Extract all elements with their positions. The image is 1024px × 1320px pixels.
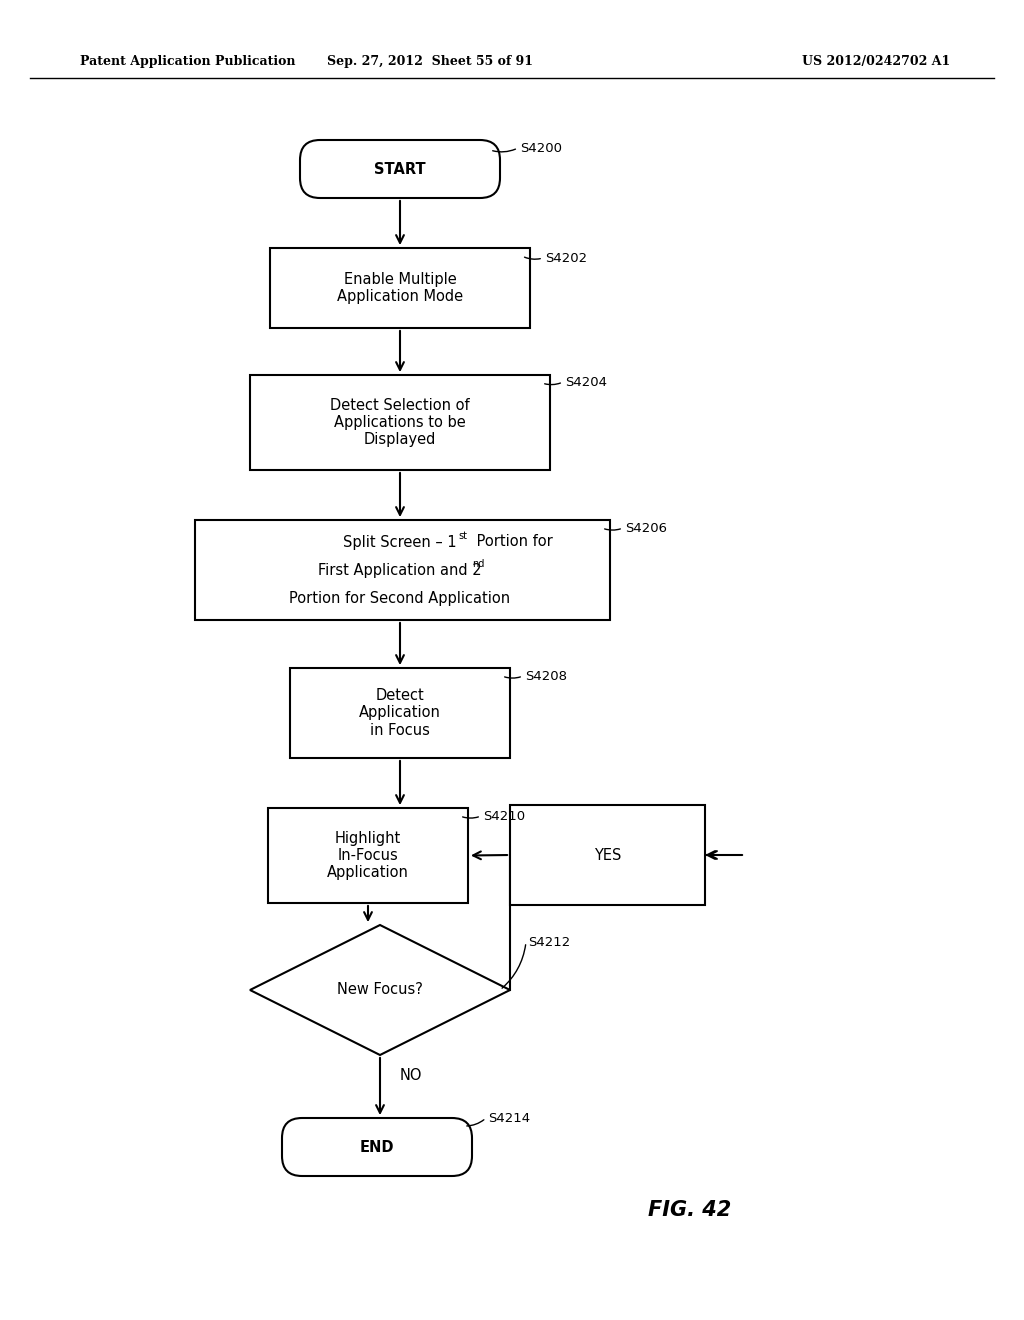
Text: Sep. 27, 2012  Sheet 55 of 91: Sep. 27, 2012 Sheet 55 of 91 — [327, 55, 534, 69]
Polygon shape — [250, 925, 510, 1055]
Bar — [290, 668, 510, 758]
Text: Detect Selection of
Applications to be
Displayed: Detect Selection of Applications to be D… — [330, 397, 470, 447]
Text: S4204: S4204 — [565, 375, 607, 388]
Text: Enable Multiple
Application Mode: Enable Multiple Application Mode — [337, 272, 463, 304]
FancyBboxPatch shape — [300, 140, 500, 198]
Bar — [250, 375, 550, 470]
Bar — [510, 805, 705, 906]
Text: nd: nd — [472, 558, 484, 569]
Text: First Application and 2: First Application and 2 — [318, 562, 482, 578]
Text: S4212: S4212 — [528, 936, 570, 949]
Text: Highlight
In-Focus
Application: Highlight In-Focus Application — [327, 830, 409, 880]
Text: st: st — [458, 531, 467, 541]
Text: Detect
Application
in Focus: Detect Application in Focus — [359, 688, 441, 738]
Bar — [268, 808, 468, 903]
Bar — [270, 248, 530, 327]
Text: START: START — [374, 161, 426, 177]
FancyBboxPatch shape — [282, 1118, 472, 1176]
Text: Split Screen – 1: Split Screen – 1 — [343, 535, 457, 549]
Text: FIG. 42: FIG. 42 — [648, 1200, 731, 1220]
Text: NO: NO — [400, 1068, 423, 1082]
Text: END: END — [359, 1139, 394, 1155]
Text: Patent Application Publication: Patent Application Publication — [80, 55, 296, 69]
Text: S4206: S4206 — [625, 521, 667, 535]
Text: Portion for Second Application: Portion for Second Application — [290, 590, 511, 606]
Text: S4202: S4202 — [545, 252, 587, 264]
Text: Portion for: Portion for — [472, 535, 553, 549]
Text: US 2012/0242702 A1: US 2012/0242702 A1 — [802, 55, 950, 69]
Bar — [195, 520, 610, 620]
Text: S4210: S4210 — [483, 809, 525, 822]
Text: New Focus?: New Focus? — [337, 982, 423, 998]
Text: YES: YES — [594, 847, 622, 862]
Text: S4214: S4214 — [488, 1111, 530, 1125]
Text: S4208: S4208 — [525, 669, 567, 682]
Text: S4200: S4200 — [520, 141, 562, 154]
